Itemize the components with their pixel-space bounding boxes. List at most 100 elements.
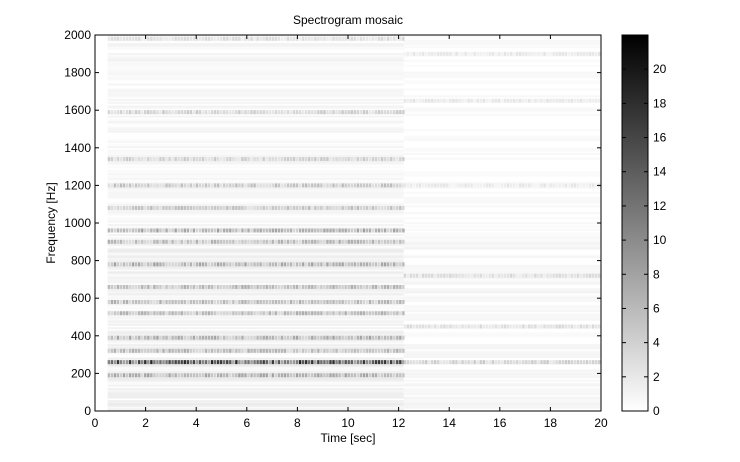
spectrogram-cell — [259, 205, 262, 210]
texture-line — [403, 403, 601, 406]
spectrogram-cell — [368, 311, 372, 316]
spectrogram-cell — [588, 98, 592, 103]
spectrogram-cell — [186, 228, 190, 233]
spectrogram-cell — [253, 360, 256, 365]
spectrogram-cell — [183, 239, 186, 244]
spectrogram-cell — [383, 239, 387, 244]
spectrogram-cell — [555, 98, 558, 103]
spectrogram-cell — [262, 36, 265, 41]
texture-line — [403, 388, 601, 391]
spectrogram-cell — [449, 324, 452, 329]
spectrogram-cell — [177, 110, 180, 115]
spectrogram-cell — [494, 51, 498, 56]
texture-line — [403, 232, 601, 235]
spectrogram-cell — [537, 273, 540, 278]
spectrogram-cell — [329, 183, 332, 188]
spectrogram-cell — [326, 205, 329, 210]
spectrogram-cell — [558, 324, 561, 329]
spectrogram-cell — [213, 348, 217, 353]
spectrogram-cell — [437, 360, 440, 365]
texture-line — [107, 333, 404, 336]
colorbar — [621, 34, 649, 412]
spectrogram-cell — [374, 373, 378, 378]
spectrogram-cell — [165, 373, 168, 378]
spectrogram-cell — [216, 157, 220, 162]
spectrogram-cell — [585, 273, 589, 278]
spectrogram-cell — [156, 299, 159, 304]
spectrogram-cell — [119, 335, 123, 340]
texture-line — [403, 372, 601, 375]
spectrogram-cell — [119, 299, 123, 304]
texture-line — [107, 125, 404, 128]
spectrogram-cell — [271, 299, 275, 304]
spectrogram-cell — [159, 110, 162, 115]
spectrogram-cell — [259, 348, 262, 353]
spectrogram-cell — [168, 239, 171, 244]
spectrogram-cell — [570, 183, 574, 188]
spectrogram-cell — [329, 262, 332, 267]
spectrogram-cell — [464, 98, 467, 103]
spectrogram-cell — [434, 360, 437, 365]
texture-line — [403, 247, 601, 250]
spectrogram-cell — [368, 239, 372, 244]
spectrogram-cell — [134, 110, 138, 115]
spectrogram-cell — [277, 183, 281, 188]
spectrogram-cell — [402, 299, 405, 304]
spectrogram-cell — [174, 311, 177, 316]
spectrogram-cell — [138, 299, 141, 304]
colorbar-tick-label: 20 — [653, 62, 667, 76]
spectrogram-cell — [183, 284, 186, 289]
y-tick-label: 1000 — [64, 216, 91, 230]
texture-line — [403, 318, 601, 321]
spectrogram-cell — [561, 324, 564, 329]
spectrogram-cell — [280, 239, 284, 244]
spectrogram-cell — [588, 360, 592, 365]
spectrogram-cell — [356, 284, 360, 289]
spectrogram-cell — [386, 311, 390, 316]
spectrogram-cell — [165, 36, 168, 41]
spectrogram-cell — [274, 373, 278, 378]
spectrogram-cell — [383, 262, 387, 267]
spectrogram-cell — [171, 360, 174, 365]
spectrogram-cell — [195, 284, 199, 289]
spectrogram-cell — [491, 360, 495, 365]
spectrogram-cell — [380, 110, 384, 115]
spectrogram-cell — [500, 98, 504, 103]
spectrogram-cell — [113, 360, 117, 365]
spectrogram-cell — [579, 324, 583, 329]
spectrogram-cell — [189, 183, 193, 188]
spectrogram-cell — [353, 360, 356, 365]
spectrogram-cell — [344, 205, 347, 210]
spectrogram-cell — [582, 51, 586, 56]
texture-line — [107, 201, 404, 204]
spectrogram-cell — [543, 324, 546, 329]
spectrogram-cell — [298, 110, 302, 115]
spectrogram-cell — [362, 348, 366, 353]
texture-line — [107, 213, 404, 216]
spectrogram-cell — [301, 360, 305, 365]
spectrogram-cell — [219, 373, 223, 378]
spectrogram-cell — [180, 205, 183, 210]
spectrogram-cell — [192, 284, 196, 289]
spectrogram-cell — [183, 157, 186, 162]
spectrogram-cell — [247, 360, 250, 365]
spectrogram-cell — [271, 360, 275, 365]
spectrogram-cell — [116, 228, 120, 233]
spectrogram-cell — [374, 157, 378, 162]
texture-line — [403, 256, 601, 259]
spectrogram-cell — [280, 373, 284, 378]
spectrogram-cell — [125, 299, 129, 304]
spectrogram-cell — [134, 157, 138, 162]
x-tick-label: 12 — [392, 416, 406, 430]
spectrogram-cell — [216, 284, 220, 289]
spectrogram-cell — [207, 262, 211, 267]
spectrogram-cell — [386, 262, 390, 267]
texture-line — [107, 276, 404, 279]
texture-line — [107, 120, 404, 123]
spectrogram-cell — [335, 110, 338, 115]
spectrogram-cell — [128, 348, 132, 353]
spectrogram-cell — [219, 239, 223, 244]
spectrogram-cell — [174, 239, 177, 244]
spectrogram-cell — [198, 36, 202, 41]
spectrogram-cell — [383, 183, 387, 188]
